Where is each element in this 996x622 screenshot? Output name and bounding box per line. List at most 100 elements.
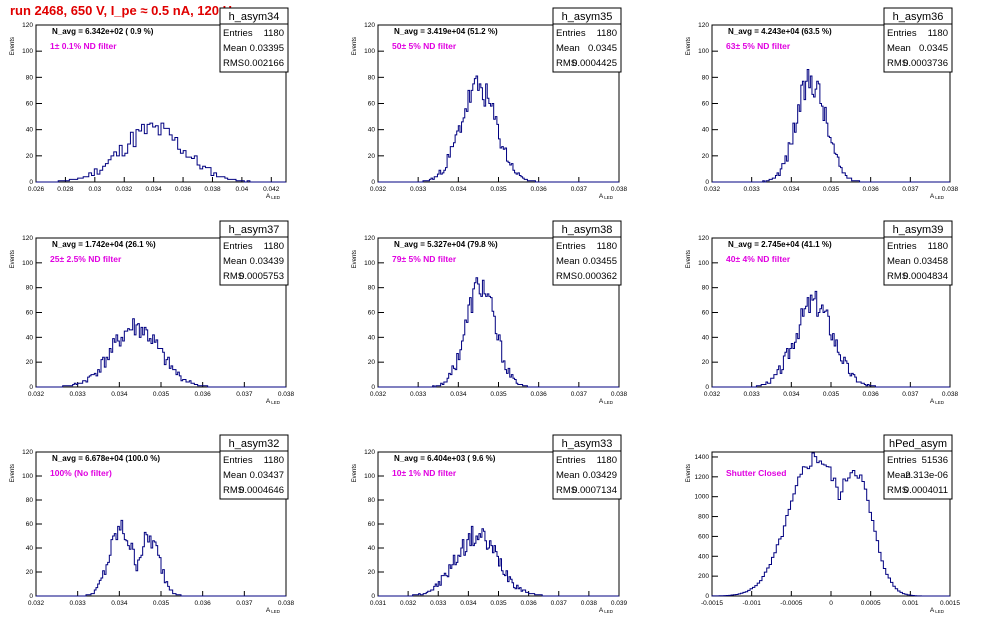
x-tick-label: 0.033 (430, 600, 447, 607)
navg-label: N_avg = 2.745e+04 (41.1 %) (728, 240, 832, 249)
y-tick-label: 20 (26, 569, 34, 576)
stat-label-entries: Entries (556, 28, 586, 39)
x-tick-label: 0.037 (902, 391, 919, 398)
x-tick-label: 0.038 (611, 391, 628, 398)
y-tick-label: 80 (702, 285, 710, 292)
y-tick-label: 400 (698, 553, 709, 560)
stat-label-rms: RMS (223, 271, 244, 282)
y-tick-label: 60 (26, 310, 34, 317)
stat-value-entries: 1180 (264, 455, 284, 466)
y-tick-label: 20 (702, 359, 710, 366)
x-tick-label: 0.038 (278, 391, 295, 398)
x-tick-label: 0.036 (195, 391, 212, 398)
x-tick-label: 0.034 (146, 186, 163, 193)
y-tick-label: 1000 (695, 494, 710, 501)
x-tick-label: 0.038 (278, 600, 295, 607)
stat-label-rms: RMS (887, 271, 908, 282)
filter-label: 63± 5% ND filter (726, 41, 791, 51)
panel-h_asym39: 0 20 40 60 80 100 120 0.032 0.033 0.034 0.035 0.036… (686, 220, 959, 405)
y-tick-label: 0 (705, 384, 709, 391)
stat-value-mean: 0.03429 (583, 470, 617, 481)
y-tick-label: 0 (705, 593, 709, 600)
y-tick-label: 80 (368, 497, 376, 504)
x-tick-label: 0.038 (581, 600, 598, 607)
y-tick-label: 0 (29, 384, 33, 391)
y-tick-label: 200 (698, 573, 709, 580)
x-axis-label: ALED (599, 193, 614, 200)
filter-label: 50± 5% ND filter (392, 41, 457, 51)
stat-label-rms: RMS (556, 485, 577, 496)
stat-label-rms: RMS (223, 485, 244, 496)
x-tick-label: 0.034 (450, 391, 467, 398)
stat-value-mean: 0.03439 (250, 256, 284, 267)
stat-label-rms: RMS (887, 485, 908, 496)
y-axis-label: Events (352, 250, 358, 268)
y-tick-label: 40 (702, 334, 710, 341)
filter-label: 25± 2.5% ND filter (50, 254, 122, 264)
x-tick-label: 0.0005 (861, 600, 881, 607)
x-tick-label: 0.039 (611, 600, 628, 607)
stat-label-mean: Mean (556, 256, 580, 267)
stat-label-entries: Entries (887, 455, 917, 466)
stat-value-rms: 0.002166 (244, 58, 284, 69)
y-tick-label: 60 (368, 310, 376, 317)
y-tick-label: 20 (26, 153, 34, 160)
y-tick-label: 80 (26, 74, 34, 81)
y-tick-label: 1400 (695, 454, 710, 461)
y-axis-label: Events (10, 464, 16, 482)
y-tick-label: 80 (368, 74, 376, 81)
stat-value-entries: 1180 (264, 28, 284, 39)
y-tick-label: 100 (22, 48, 33, 55)
stat-value-mean: 0.03395 (250, 43, 284, 54)
x-tick-label: 0.035 (823, 186, 840, 193)
y-tick-label: 20 (368, 569, 376, 576)
y-tick-label: 80 (702, 74, 710, 81)
stats-box (552, 7, 622, 73)
stat-value-entries: 1180 (928, 241, 948, 252)
y-tick-label: 60 (702, 101, 710, 108)
x-tick-label: 0.04 (236, 186, 249, 193)
histogram-name: h_asym32 (229, 438, 280, 450)
y-tick-label: 100 (364, 48, 375, 55)
y-tick-label: 40 (368, 127, 376, 134)
stat-value-rms: 0.0004425 (572, 58, 617, 69)
navg-label: N_avg = 1.742e+04 (26.1 %) (52, 240, 156, 249)
stats-box (552, 220, 622, 286)
x-tick-label: 0.036 (531, 391, 548, 398)
page-title: run 2468, 650 V, I_pe ≈ 0.5 nA, 120 Hz (10, 3, 239, 18)
stat-value-mean: 0.03455 (583, 256, 617, 267)
y-tick-label: 40 (702, 127, 710, 134)
stat-value-mean: 0.0345 (588, 43, 617, 54)
x-tick-label: 0.037 (236, 391, 253, 398)
navg-label: N_avg = 6.678e+04 (100.0 %) (52, 454, 160, 463)
x-axis-label: ALED (599, 607, 614, 614)
x-tick-label: 0.032 (28, 391, 45, 398)
x-tick-label: 0.034 (783, 186, 800, 193)
y-tick-label: 20 (368, 359, 376, 366)
filter-label: 100% (No filter) (50, 468, 112, 478)
y-tick-label: 60 (368, 101, 376, 108)
x-tick-label: 0.035 (490, 186, 507, 193)
x-tick-label: 0.033 (744, 391, 761, 398)
y-tick-label: 0 (371, 384, 375, 391)
x-tick-label: 0.035 (490, 391, 507, 398)
stat-label-rms: RMS (887, 58, 908, 69)
y-axis-label: Events (352, 37, 358, 55)
y-tick-label: 80 (26, 285, 34, 292)
x-tick-label: 0.032 (370, 391, 387, 398)
x-tick-label: 0.031 (370, 600, 387, 607)
x-tick-label: 0.032 (28, 600, 45, 607)
x-tick-label: 0.001 (902, 600, 919, 607)
filter-label: 1± 0.1% ND filter (50, 41, 117, 51)
filter-label: Shutter Closed (726, 468, 786, 478)
x-tick-label: 0.035 (153, 600, 170, 607)
stat-value-entries: 1180 (928, 28, 948, 39)
stat-value-entries: 1180 (597, 28, 617, 39)
stat-label-mean: Mean (556, 43, 580, 54)
x-axis-label: ALED (266, 607, 281, 614)
y-tick-label: 0 (29, 593, 33, 600)
y-tick-label: 0 (29, 179, 33, 186)
y-axis-label: Events (686, 37, 692, 55)
x-tick-label: 0.034 (783, 391, 800, 398)
x-tick-label: 0.033 (70, 391, 87, 398)
